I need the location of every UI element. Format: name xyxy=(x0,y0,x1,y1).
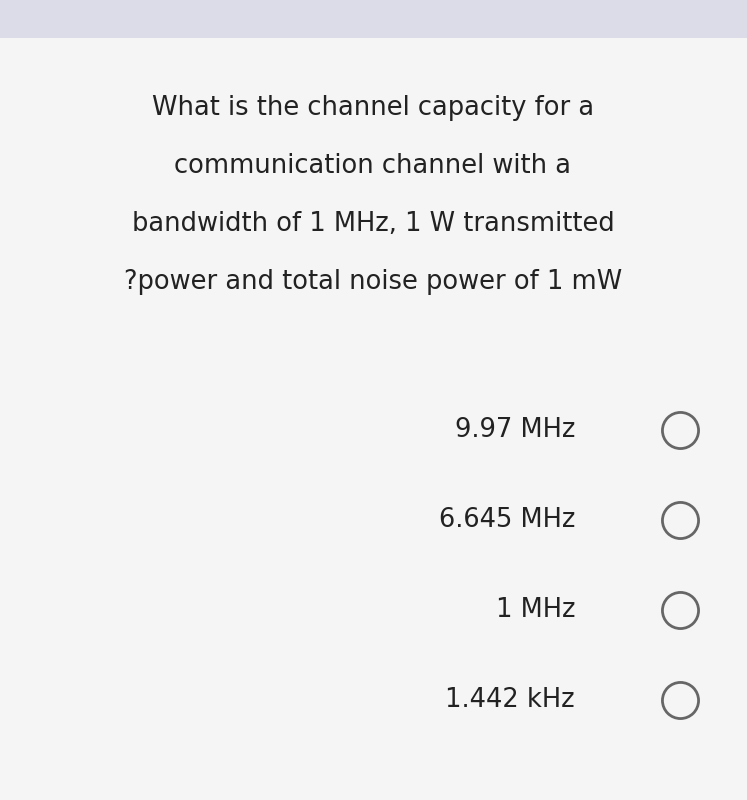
Text: ?power and total noise power of 1 mW: ?power and total noise power of 1 mW xyxy=(124,269,622,295)
Text: 1 MHz: 1 MHz xyxy=(495,597,575,623)
Text: bandwidth of 1 MHz, 1 W transmitted: bandwidth of 1 MHz, 1 W transmitted xyxy=(131,211,614,237)
Bar xyxy=(0,0,747,38)
Text: 6.645 MHz: 6.645 MHz xyxy=(438,507,575,533)
Text: communication channel with a: communication channel with a xyxy=(175,153,571,179)
Text: 9.97 MHz: 9.97 MHz xyxy=(455,417,575,443)
Text: What is the channel capacity for a: What is the channel capacity for a xyxy=(152,95,594,121)
Text: 1.442 kHz: 1.442 kHz xyxy=(445,687,575,713)
